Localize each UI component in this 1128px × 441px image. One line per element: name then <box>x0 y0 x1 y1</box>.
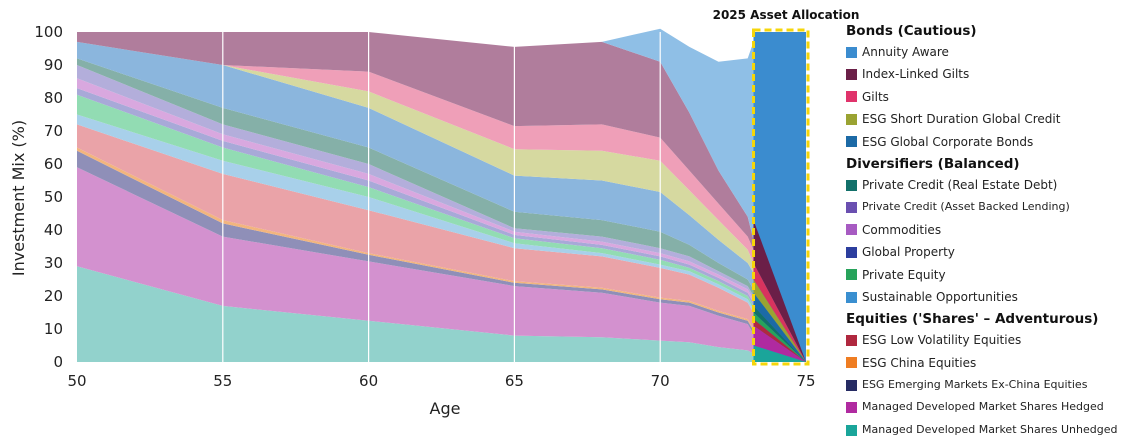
legend-swatch <box>846 379 857 391</box>
legend-label: Global Property <box>862 245 955 260</box>
legend: Bonds (Cautious) Annuity Aware Index-Linke… <box>846 20 1126 441</box>
legend-label: ESG Global Corporate Bonds <box>862 134 1034 149</box>
area-gilts <box>77 41 806 363</box>
legend-swatch <box>846 334 857 346</box>
area-esg-low-volatility-equities <box>77 124 806 363</box>
wedge-gilts <box>753 263 806 362</box>
y-tick-label: 50 <box>44 188 63 206</box>
allocation-2025-highlight-box <box>752 28 810 366</box>
legend-item-gilts: Gilts <box>846 86 1126 108</box>
stacked-areas <box>77 28 806 363</box>
x-tick-label: 65 <box>505 372 524 390</box>
legend-item-esg-low-volatility-equities: ESG Low Volatility Equities <box>846 329 1126 351</box>
legend-label: Annuity Aware <box>862 45 949 59</box>
y-tick-label: 20 <box>44 287 63 305</box>
y-tick-label: 0 <box>53 353 63 371</box>
legend-item-managed-developed-market-shares-hedged: Managed Developed Market Shares Hedged <box>846 396 1126 418</box>
legend-swatch <box>846 291 857 303</box>
wedge-esg-short-duration-global-credit <box>753 279 806 362</box>
legend-label: Private Equity <box>862 267 946 282</box>
y-tick-label: 60 <box>44 155 63 173</box>
y-tick-label: 100 <box>34 23 63 41</box>
area-index-linked-gilts <box>77 32 806 362</box>
grid-lines <box>222 32 661 362</box>
legend-swatch <box>846 402 857 414</box>
legend-swatch <box>846 202 857 214</box>
x-tick-label: 75 <box>796 372 815 390</box>
wedge-private-credit-real-estate-debt <box>753 305 806 362</box>
legend-label: Index-Linked Gilts <box>862 67 970 82</box>
legend-label: Sustainable Opportunities <box>862 289 1018 304</box>
legend-label: Commodities <box>862 222 942 237</box>
legend-item-private-credit-asset-backed-lending: Private Credit (Asset Backed Lending) <box>846 196 1126 218</box>
area-private-equity <box>77 94 806 362</box>
legend-item-index-linked-gilts: Index-Linked Gilts <box>846 63 1126 85</box>
wedge-esg-global-corporate-bonds <box>753 292 806 362</box>
wedge-index-linked-gilts <box>753 220 806 362</box>
legend-swatch <box>846 357 857 369</box>
legend-item-esg-china-equities: ESG China Equities <box>846 352 1126 374</box>
legend-label: ESG China Equities <box>862 355 977 370</box>
legend-swatch <box>846 424 857 436</box>
legend-item-esg-emerging-markets-ex-china-equities: ESG Emerging Markets Ex-China Equities <box>846 374 1126 396</box>
legend-swatch <box>846 246 857 258</box>
legend-label: Gilts <box>862 89 889 104</box>
legend-label: Managed Developed Market Shares Unhedged <box>862 422 1118 436</box>
glidepath-chart: 50 55 60 65 70 75 0 10 20 30 40 50 60 70 80 90 100 Inves… <box>9 8 860 418</box>
legend-item-commodities: Commodities <box>846 219 1126 241</box>
legend-label: Managed Developed Market Shares Hedged <box>862 400 1104 414</box>
x-axis-title: Age <box>430 399 461 418</box>
area-private-credit-real-estate-debt <box>77 58 806 363</box>
y-tick-label: 70 <box>44 122 63 140</box>
y-tick-label: 90 <box>44 56 63 74</box>
legend-item-private-credit-real-estate-debt: Private Credit (Real Estate Debt) <box>846 174 1126 196</box>
y-tick-label: 10 <box>44 320 63 338</box>
legend-label: ESG Emerging Markets Ex-China Equities <box>862 378 1088 392</box>
area-sustainable-opportunities <box>77 114 806 362</box>
y-axis-title: Investment Mix (%) <box>9 120 28 276</box>
area-annuity-aware <box>77 28 806 362</box>
legend-group-title: Bonds (Cautious) <box>846 23 977 39</box>
x-tick-label: 70 <box>651 372 670 390</box>
y-tick-label: 80 <box>44 89 63 107</box>
legend-item-annuity-aware: Annuity Aware <box>846 41 1126 63</box>
y-tick-label: 30 <box>44 254 63 272</box>
legend-swatch <box>846 269 857 281</box>
wedge-managed-developed-market-shares-hedged <box>753 325 806 362</box>
area-global-property <box>77 88 806 362</box>
wedge-esg-low-volatility-equities <box>753 319 806 362</box>
legend-swatch <box>846 113 857 125</box>
legend-label: Private Credit (Real Estate Debt) <box>862 177 1058 192</box>
wedge-managed-developed-market-shares-unhedged <box>753 345 806 362</box>
legend-item-global-property: Global Property <box>846 241 1126 263</box>
x-tick-label: 60 <box>359 372 378 390</box>
legend-swatch <box>846 91 857 103</box>
area-private-credit-asset-backed-lending <box>77 65 806 362</box>
legend-swatch <box>846 136 857 148</box>
legend-label: ESG Short Duration Global Credit <box>862 112 1061 127</box>
legend-swatch <box>846 179 857 191</box>
legend-item-sustainable-opportunities: Sustainable Opportunities <box>846 286 1126 308</box>
tick-labels: 50 55 60 65 70 75 0 10 20 30 40 50 60 70 80 90 100 <box>34 23 815 390</box>
legend-item-esg-global-corporate-bonds: ESG Global Corporate Bonds <box>846 131 1126 153</box>
legend-group-title: Diversifiers (Balanced) <box>846 155 1020 172</box>
x-tick-label: 50 <box>67 372 86 390</box>
allocation-2025-wedges <box>753 32 806 362</box>
x-tick-label: 55 <box>213 372 232 390</box>
legend-item-managed-developed-market-shares-unhedged: Managed Developed Market Shares Unhedged <box>846 419 1126 441</box>
area-commodities <box>77 78 806 362</box>
legend-swatch <box>846 69 857 81</box>
allocation-2025-title: 2025 Asset Allocation <box>713 8 860 22</box>
legend-swatch <box>846 224 857 236</box>
wedge-private-equity <box>753 312 806 362</box>
legend-label: Private Credit (Asset Backed Lending) <box>862 200 1070 214</box>
legend-item-private-equity: Private Equity <box>846 264 1126 286</box>
area-managed-developed-market-shares-hedged <box>77 167 806 362</box>
legend-label: ESG Low Volatility Equities <box>862 333 1022 348</box>
legend-group-title: Equities ('Shares' – Adventurous) <box>846 311 1099 328</box>
legend-item-esg-short-duration-global-credit: ESG Short Duration Global Credit <box>846 108 1126 130</box>
area-managed-developed-market-shares-unhedged <box>77 266 806 362</box>
y-tick-label: 40 <box>44 221 63 239</box>
legend-swatch <box>846 46 857 58</box>
